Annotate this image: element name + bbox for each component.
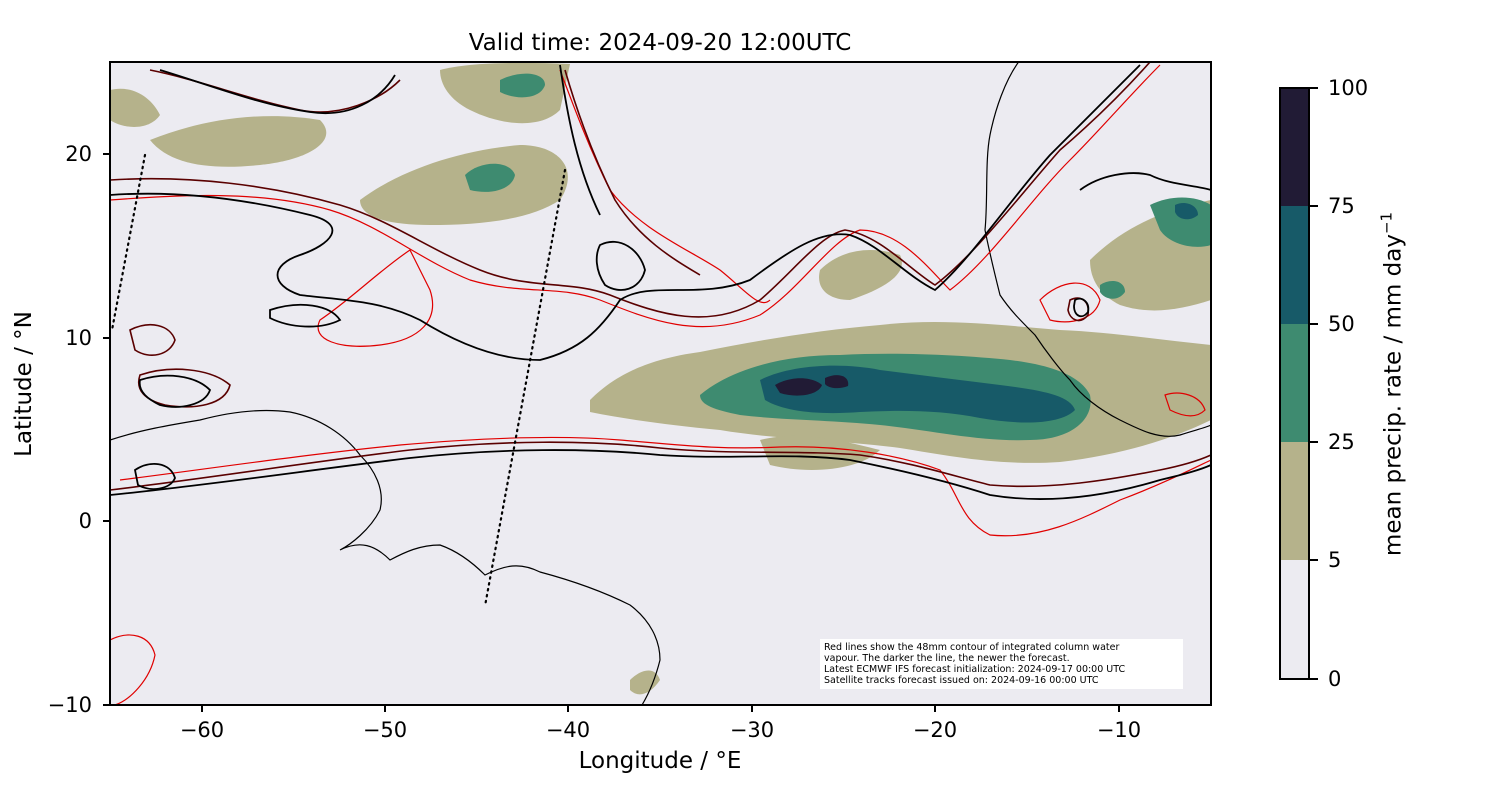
satellite-tracks (110, 153, 567, 608)
x-tick-marks (201, 705, 1120, 712)
colorbar-segment (1280, 88, 1309, 206)
colorbar-tick-label: 100 (1328, 76, 1369, 100)
y-tick-label: 10 (65, 326, 92, 350)
annotation-line: Satellite tracks forecast issued on: 202… (824, 675, 1099, 686)
x-tick-label: −60 (179, 718, 225, 742)
annotation-line: vapour. The darker the line, the newer t… (824, 653, 1070, 664)
annotation-line: Red lines show the 48mm contour of integ… (824, 642, 1120, 653)
plot-title: Valid time: 2024-09-20 12:00UTC (468, 30, 852, 56)
colorbar-segment (1280, 442, 1309, 560)
colorbar-tick-label: 5 (1328, 548, 1342, 572)
x-tick-label: −50 (362, 718, 408, 742)
x-tick-label: −30 (729, 718, 775, 742)
map-panel (110, 62, 1211, 705)
colorbar-tick-label: 25 (1328, 430, 1355, 454)
map-frame (109, 61, 1212, 706)
colorbar-segment (1280, 560, 1309, 679)
satellite-track (110, 153, 147, 332)
y-tick-label: 20 (65, 142, 92, 166)
coastlines (110, 62, 1211, 705)
south-america-coastline (110, 409, 661, 705)
colorbar-label-exponent: −1 (1377, 211, 1396, 235)
colorbar-tick-label: 50 (1328, 312, 1355, 336)
y-axis-label: Latitude / °N (11, 311, 37, 457)
colorbar-segment (1280, 206, 1309, 324)
colorbar-label-text: mean precip. rate / mm day (1380, 234, 1407, 557)
x-tick-label: −10 (1096, 718, 1142, 742)
y-tick-label: 0 (78, 509, 92, 533)
satellite-track (483, 168, 567, 608)
colorbar-label: mean precip. rate / mm day−1 (1378, 212, 1407, 556)
precip-band-75-100 (775, 375, 849, 396)
colorbar-tick-label: 0 (1328, 667, 1342, 691)
iwv-contours-newest (110, 64, 1211, 500)
colorbar (1279, 87, 1318, 680)
x-tick-label: −40 (545, 718, 591, 742)
annotation-box: Red lines show the 48mm contour of integ… (820, 639, 1183, 689)
y-tick-label: −10 (47, 693, 92, 717)
africa-coastline (984, 62, 1211, 437)
x-tick-label: −20 (912, 718, 958, 742)
annotation-line: Latest ECMWF IFS forecast initialization… (824, 664, 1126, 675)
iwv-contours-oldest (110, 64, 1211, 705)
x-axis-label: Longitude / °E (578, 748, 742, 774)
y-tick-marks (103, 153, 110, 706)
colorbar-tick-label: 75 (1328, 194, 1355, 218)
colorbar-frame (1279, 87, 1310, 680)
colorbar-segment (1280, 324, 1309, 442)
